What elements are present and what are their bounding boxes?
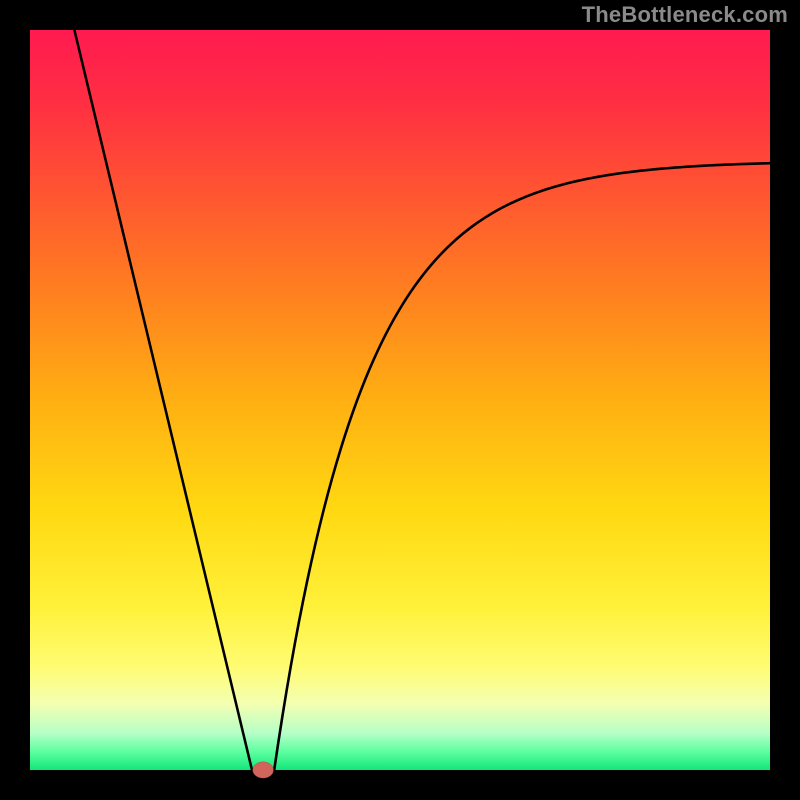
optimal-point-marker (253, 762, 274, 778)
watermark-text: TheBottleneck.com (582, 2, 788, 28)
chart-container: TheBottleneck.com (0, 0, 800, 800)
plot-background (30, 30, 770, 770)
bottleneck-chart (0, 0, 800, 800)
